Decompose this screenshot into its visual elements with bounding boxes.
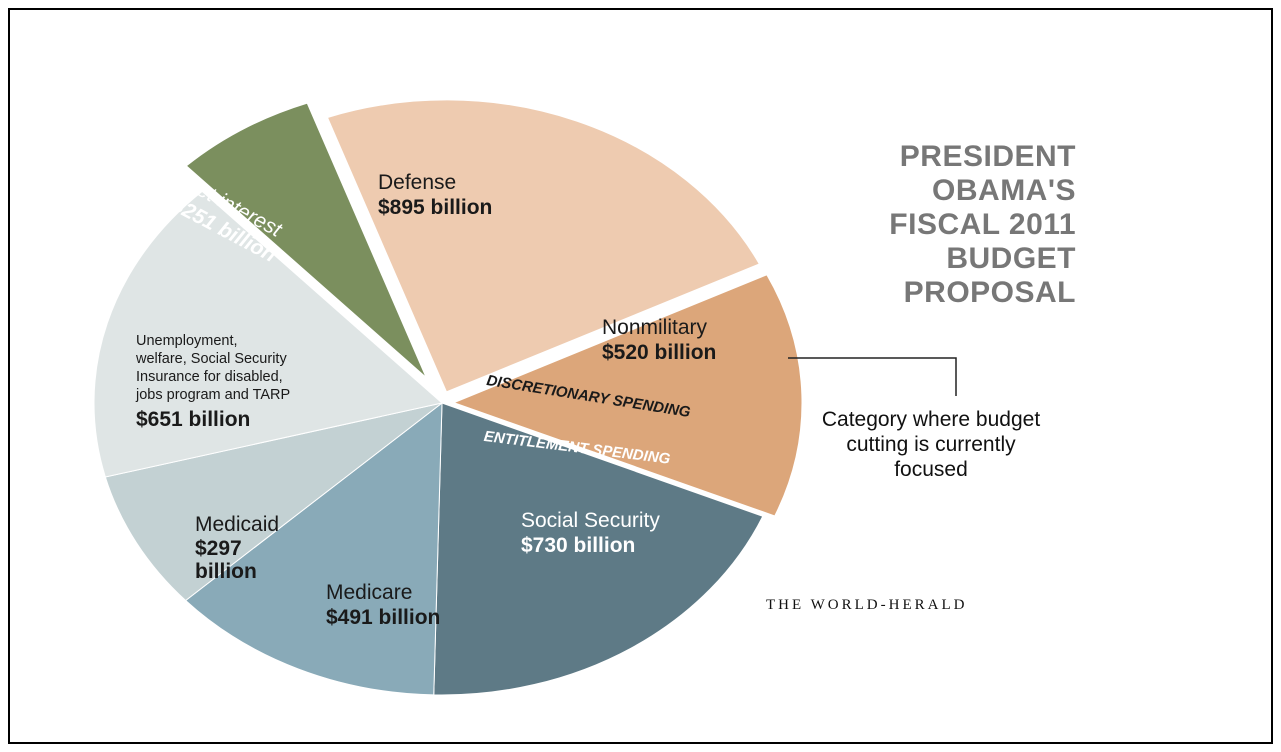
pie-slice-nonmilitary	[452, 274, 803, 517]
slice-label-nonmilitary: Nonmilitary $520 billion	[602, 315, 716, 365]
slice-value: $520 billion	[602, 341, 717, 364]
slice-value: $730 billion	[521, 534, 636, 557]
title-line-3: FISCAL 2011	[889, 208, 1076, 241]
slice-name: Social Security	[521, 509, 660, 532]
slice-name: Medicare	[326, 581, 413, 604]
title-line-2: OBAMA'S	[932, 174, 1076, 207]
pie-slice-medicaid	[104, 402, 443, 602]
title-line-5: PROPOSAL	[903, 276, 1076, 309]
slice-label-unemployment-welfare: Unemployment, welfare, Social Security I…	[136, 332, 290, 432]
slice-value-unit: billion	[195, 560, 257, 583]
title-line-4: BUDGET	[946, 242, 1076, 275]
title-line-1: PRESIDENT	[899, 140, 1076, 173]
slice-value: $491 billion	[326, 606, 441, 629]
pie-slice-unemployment	[93, 190, 444, 478]
source-credit: THE WORLD-HERALD	[766, 597, 968, 613]
pie-slice-net-interest	[185, 102, 427, 378]
slice-name: Defense	[378, 171, 457, 194]
callout-text: Category where budget cutting is current…	[821, 408, 1041, 481]
slice-label-defense: Defense $895 billion	[378, 170, 492, 220]
pie-slice-medicare	[184, 401, 443, 696]
slice-label-medicaid: Medicaid $297 billion	[195, 512, 279, 583]
chart-frame	[8, 8, 1273, 744]
pie-slice-defense	[326, 99, 761, 393]
slice-value: $297	[195, 537, 242, 560]
slice-name-line-2: welfare, Social Security	[136, 351, 287, 367]
slice-label-medicare: Medicare $491 billion	[326, 580, 440, 630]
slice-name: Nonmilitary	[602, 316, 708, 339]
slice-name-line-1: Unemployment,	[136, 333, 238, 349]
callout-leader-line	[788, 357, 957, 396]
slice-value: $651 billion	[136, 408, 251, 431]
slice-value: $895 billion	[378, 196, 493, 219]
slice-name-line-3: Insurance for disabled,	[136, 369, 283, 385]
pie-slice-social-security	[433, 402, 764, 696]
slice-label-social-security: Social Security $730 billion	[521, 508, 660, 558]
slice-name: Medicaid	[195, 513, 280, 536]
slice-name-line-4: jobs program and TARP	[136, 387, 291, 403]
